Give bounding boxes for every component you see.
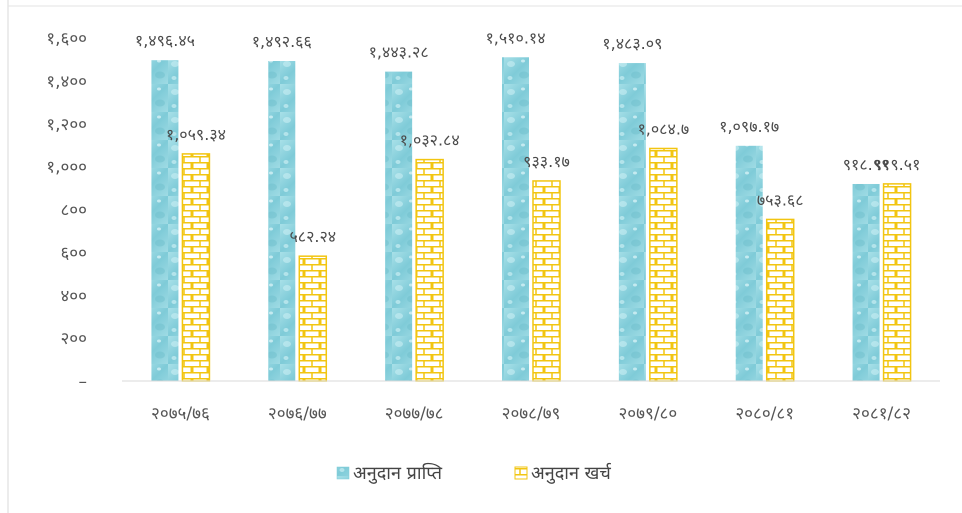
x-tick-label: २०७५/७६	[151, 404, 210, 424]
y-tick-label: १,४००	[46, 72, 87, 92]
grant-expense-bar	[415, 158, 444, 382]
grant-expense-bar	[765, 218, 795, 382]
grant-expense-data-label: ७५३.६८	[757, 190, 804, 209]
grant-received-data-label: १,४४३.२८	[369, 43, 429, 62]
legend: अनुदान प्राप्ति अनुदान खर्च	[336, 462, 612, 484]
grant-expense-data-label: १,०३२.८४	[400, 131, 460, 150]
grant-received-bar	[618, 63, 646, 381]
grant-expense-data-label: ५८२.२४	[289, 227, 336, 246]
y-tick-label: १,०००	[46, 158, 87, 178]
grant-received-bar	[385, 71, 413, 381]
grant-received-bar	[268, 61, 296, 381]
grant-received-data-label: ९१८.९९	[843, 155, 890, 174]
y-tick-label: १,२००	[46, 115, 87, 135]
x-tick-label: २०७८/७९	[502, 404, 561, 424]
x-tick-label: २०८१/८२	[852, 404, 911, 424]
grant-received-bar	[735, 145, 763, 381]
grant-received-data-label: १,४९२.६६	[252, 32, 312, 51]
grant-received-bar	[852, 183, 880, 381]
grant-received-bar	[151, 60, 179, 381]
y-tick-label: १,६००	[46, 29, 87, 49]
legend-swatch-grant-received	[336, 466, 350, 480]
x-tick-label: २०७९/८०	[618, 404, 677, 424]
y-tick-label: २००	[60, 329, 87, 349]
grant-received-data-label: १,५१०.१४	[485, 28, 545, 47]
x-tick-label: २०७७/७८	[385, 404, 444, 424]
bars	[151, 57, 912, 382]
data-labels: १,४९६.४५ १,४९२.६६ १,४४३.२८ १,५१०.१४ १,४८३.०९…	[135, 28, 921, 246]
y-tick-label: ४००	[60, 286, 87, 306]
grant-received-data-label: १,४८३.०९	[602, 34, 662, 53]
x-axis: २०७५/७६ २०७६/७७ २०७७/७८ २०७८/७९ २०७९/८० २०८०/…	[122, 380, 940, 424]
y-tick-label: –	[79, 372, 88, 392]
grant-received-data-label: १,४९६.४५	[135, 31, 195, 50]
grant-expense-data-label: ९३३.१७	[523, 152, 570, 171]
legend-label-grant-expense: अनुदान खर्च	[531, 462, 612, 484]
grant-expense-bar	[298, 255, 328, 382]
grant-received-data-label: १,०९७.१७	[719, 117, 779, 136]
legend-label-grant-received: अनुदान प्राप्ति	[353, 462, 443, 484]
grant-expense-bar	[882, 183, 912, 382]
y-tick-label: ८००	[60, 201, 87, 221]
y-axis: – २०० ४०० ६०० ८०० १,००० १,२०० १,४०० १,६००	[46, 29, 87, 392]
grant-expense-data-label: १,०८४.७	[637, 119, 689, 138]
x-tick-label: २०८०/८१	[735, 404, 794, 424]
x-tick-label: २०७६/७७	[268, 404, 327, 424]
grant-received-bar	[502, 57, 529, 382]
grant-expense-bar	[532, 180, 561, 382]
grant-expense-data-label: ९१९.५१	[874, 155, 921, 174]
y-tick-label: ६००	[60, 243, 87, 263]
grant-expense-data-label: १,०५९.३४	[166, 125, 226, 144]
grant-expense-bar	[181, 153, 211, 382]
legend-swatch-grant-expense	[514, 466, 528, 480]
grant-expense-bar	[649, 147, 678, 382]
